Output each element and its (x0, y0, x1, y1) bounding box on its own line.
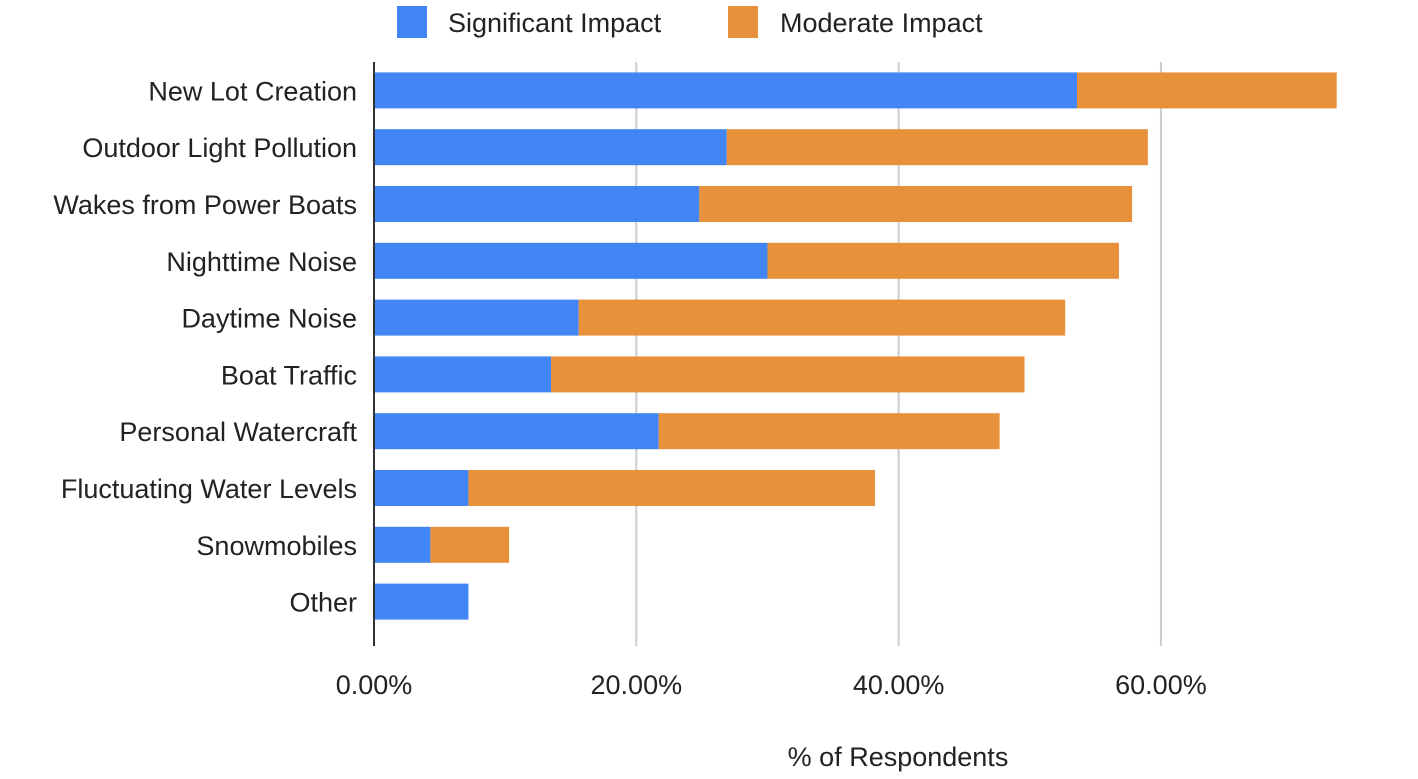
bar-moderate-impact[interactable] (658, 413, 1000, 450)
y-category-label: Fluctuating Water Levels (61, 474, 357, 504)
bar-significant-impact[interactable] (374, 583, 469, 620)
x-axis-title: % of Respondents (788, 742, 1009, 772)
bars (374, 72, 1337, 620)
x-tick-label: 20.00% (591, 670, 683, 700)
y-category-label: Snowmobiles (196, 531, 357, 561)
y-category-label: Boat Traffic (221, 360, 357, 390)
bar-significant-impact[interactable] (374, 470, 469, 506)
legend-swatch[interactable] (397, 6, 427, 38)
bar-moderate-impact[interactable] (1076, 72, 1337, 109)
legend-swatch[interactable] (728, 6, 758, 38)
bar-significant-impact[interactable] (374, 299, 579, 336)
bar-moderate-impact[interactable] (551, 356, 1025, 393)
y-category-label: Other (289, 588, 357, 618)
bar-significant-impact[interactable] (374, 72, 1077, 109)
labels: 0.00% 20.00% 40.00% 60.00% New Lot Creation O… (53, 76, 1206, 700)
y-category-label: Personal Watercraft (119, 417, 357, 447)
bar-significant-impact[interactable] (374, 129, 727, 166)
y-category-label: Daytime Noise (181, 304, 357, 334)
bar-significant-impact[interactable] (374, 186, 700, 222)
x-tick-label: 60.00% (1115, 670, 1207, 700)
legend-label[interactable]: Moderate Impact (780, 8, 983, 38)
bar-moderate-impact[interactable] (699, 186, 1133, 222)
x-tick-label: 0.00% (336, 670, 413, 700)
legend[interactable]: Significant Impact Moderate Impact (397, 6, 983, 38)
bar-moderate-impact[interactable] (578, 299, 1066, 336)
legend-label[interactable]: Significant Impact (448, 8, 662, 38)
y-category-label: New Lot Creation (148, 76, 357, 106)
y-category-label: Nighttime Noise (166, 247, 357, 277)
x-tick-label: 40.00% (853, 670, 945, 700)
bar-significant-impact[interactable] (374, 526, 431, 563)
bar-significant-impact[interactable] (374, 413, 659, 450)
bar-significant-impact[interactable] (374, 242, 768, 279)
bar-moderate-impact[interactable] (726, 129, 1148, 166)
y-category-label: Wakes from Power Boats (53, 190, 357, 220)
bar-moderate-impact[interactable] (468, 470, 876, 506)
bar-moderate-impact[interactable] (430, 526, 510, 563)
bar-significant-impact[interactable] (374, 356, 552, 393)
y-category-label: Outdoor Light Pollution (82, 133, 357, 163)
bar-moderate-impact[interactable] (767, 242, 1119, 279)
